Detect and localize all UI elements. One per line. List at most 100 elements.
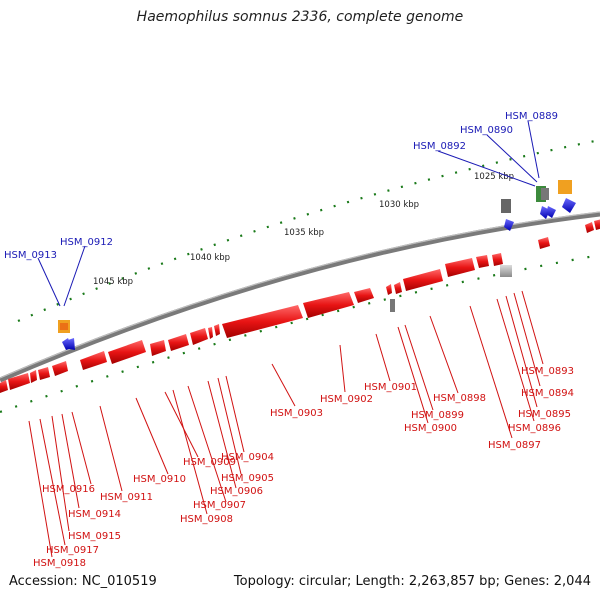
gene-hsm0901 — [386, 284, 392, 295]
gene-hsm0916 — [30, 370, 37, 383]
inner-tick-arc — [0, 253, 600, 414]
callout-line-hsm0918 — [28, 420, 53, 558]
callout-line-hsm0900 — [397, 326, 429, 424]
gene-orange-top — [558, 180, 572, 194]
gene-hsm0918 — [0, 380, 8, 393]
gene-hsm0893 — [538, 237, 550, 249]
callout-line-hsm0899 — [404, 324, 434, 411]
gene-hsm0917 — [8, 373, 30, 390]
label-hsm0895[interactable]: HSM_0895 — [518, 409, 571, 420]
callout-line-hsm0902 — [339, 344, 346, 393]
gene-hsm0897 — [476, 255, 489, 268]
gene-hsm0905 — [214, 324, 220, 336]
map-title: Haemophilus somnus 2336, complete genome — [136, 9, 464, 25]
callout-line-hsm0896 — [496, 298, 535, 422]
label-hsm0907[interactable]: HSM_0907 — [193, 500, 246, 511]
label-hsm0915[interactable]: HSM_0915 — [68, 531, 121, 542]
gene-hsm0908 — [168, 334, 189, 351]
gene-blue-top-3 — [546, 206, 556, 218]
label-hsm0899[interactable]: HSM_0899 — [411, 410, 464, 421]
callout-line-hsm0894 — [513, 292, 541, 387]
callout-line-hsm0895 — [505, 295, 538, 408]
label-hsm0913[interactable]: HSM_0913 — [4, 250, 57, 261]
gene-blue-left-2 — [68, 338, 75, 350]
label-hsm0901[interactable]: HSM_0901 — [364, 382, 417, 393]
gene-hsm0911 — [80, 351, 107, 370]
callout-line-hsm0909 — [164, 391, 199, 458]
gene-hsm0910 — [108, 340, 146, 364]
label-hsm0912[interactable]: HSM_0912 — [60, 237, 113, 248]
label-hsm0897[interactable]: HSM_0897 — [488, 440, 541, 451]
gene-hsm0906 — [208, 327, 213, 339]
label-hsm0902[interactable]: HSM_0902 — [320, 394, 373, 405]
label-hsm0918[interactable]: HSM_0918 — [33, 558, 86, 569]
callout-line-hsm0910 — [135, 397, 169, 475]
scale-label-1025: 1025 kbp — [474, 172, 514, 182]
summary-text: Topology: circular; Length: 2,263,857 bp… — [233, 574, 591, 589]
callout-line-hsm0892 — [437, 150, 536, 187]
callout-line-hsm0917 — [39, 418, 66, 546]
gene-hsm0896 — [492, 253, 503, 266]
gene-hsm0894 — [594, 219, 600, 230]
gene-gray-top-2 — [541, 188, 549, 200]
scale-label-1030: 1030 kbp — [379, 200, 419, 210]
label-hsm0910[interactable]: HSM_0910 — [133, 474, 186, 485]
callout-line-hsm0903 — [271, 363, 296, 407]
bottom-callouts — [28, 290, 544, 558]
genome-backbone — [0, 211, 600, 383]
label-hsm0893[interactable]: HSM_0893 — [521, 366, 574, 377]
callout-line-hsm0913 — [37, 257, 61, 307]
label-hsm0911[interactable]: HSM_0911 — [100, 492, 153, 503]
scale-label-1040: 1040 kbp — [190, 253, 230, 263]
label-hsm0903[interactable]: HSM_0903 — [270, 408, 323, 419]
label-hsm0908[interactable]: HSM_0908 — [180, 514, 233, 525]
label-hsm0916[interactable]: HSM_0916 — [42, 484, 95, 495]
gene-gray-top — [501, 199, 511, 213]
gene-hsm0902 — [303, 292, 354, 318]
label-hsm0898[interactable]: HSM_0898 — [433, 393, 486, 404]
callout-line-hsm0908 — [172, 389, 208, 515]
gene-hsm0898 — [445, 258, 475, 277]
label-hsm0905[interactable]: HSM_0905 — [221, 473, 274, 484]
accession-text: Accession: NC_010519 — [9, 574, 157, 589]
label-hsm0892[interactable]: HSM_0892 — [413, 141, 466, 152]
gene-hsm0909 — [150, 340, 166, 356]
genome-backbone-highlight — [0, 211, 600, 379]
scale-label-1035: 1035 kbp — [284, 228, 324, 238]
gene-hsm0915 — [38, 367, 50, 380]
top-callouts — [37, 120, 540, 307]
label-hsm0909[interactable]: HSM_0909 — [183, 457, 236, 468]
callout-line-hsm0904 — [225, 375, 245, 453]
label-hsm0906[interactable]: HSM_0906 — [210, 486, 263, 497]
gene-hsm0895 — [585, 222, 594, 233]
callout-line-hsm0916 — [71, 411, 92, 485]
label-hsm0917[interactable]: HSM_0917 — [46, 545, 99, 556]
gene-hsm0899 — [394, 282, 402, 294]
label-hsm0890[interactable]: HSM_0890 — [460, 125, 513, 136]
gene-blue-top-4 — [562, 198, 576, 213]
label-hsm0889[interactable]: HSM_0889 — [505, 111, 558, 122]
scale-label-1045: 1045 kbp — [93, 277, 133, 287]
reverse-genes — [58, 180, 576, 350]
callout-line-hsm0906 — [207, 380, 237, 489]
callout-line-hsm0893 — [521, 290, 544, 365]
callout-line-hsm0915 — [51, 415, 70, 532]
label-hsm0896[interactable]: HSM_0896 — [508, 423, 561, 434]
label-hsm0904[interactable]: HSM_0904 — [221, 452, 274, 463]
gene-hsm0903 — [222, 305, 303, 338]
gene-hsm0914 — [52, 361, 68, 376]
callout-line-hsm0907 — [187, 385, 227, 503]
callout-line-hsm0890 — [486, 134, 538, 183]
callout-line-hsm0897 — [469, 305, 513, 439]
label-hsm0894[interactable]: HSM_0894 — [521, 388, 574, 399]
gene-orange-left-2 — [60, 323, 68, 330]
callout-line-hsm0901 — [375, 333, 391, 382]
callout-line-hsm0905 — [217, 377, 242, 475]
scale-arc — [17, 138, 600, 323]
callout-line-hsm0911 — [99, 405, 123, 492]
label-hsm0900[interactable]: HSM_0900 — [404, 423, 457, 434]
label-hsm0914[interactable]: HSM_0914 — [68, 509, 121, 520]
gene-hsm0904 — [354, 288, 374, 303]
callout-line-hsm0914 — [61, 413, 80, 509]
